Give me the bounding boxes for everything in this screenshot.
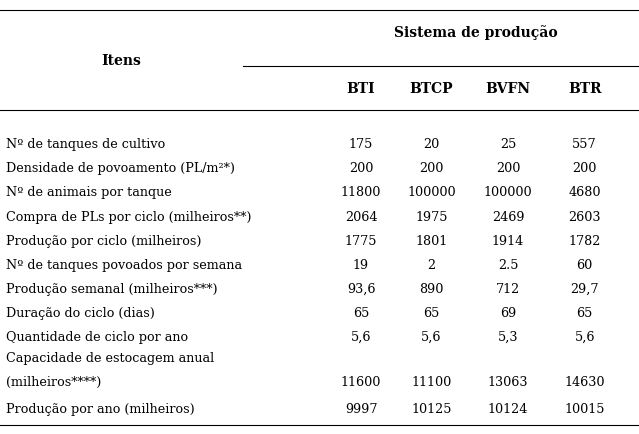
- Text: Duração do ciclo (dias): Duração do ciclo (dias): [6, 306, 155, 319]
- Text: 11600: 11600: [341, 375, 381, 388]
- Text: 93,6: 93,6: [347, 282, 375, 295]
- Text: Nº de tanques povoados por semana: Nº de tanques povoados por semana: [6, 258, 243, 271]
- Text: 60: 60: [576, 258, 593, 271]
- Text: BVFN: BVFN: [486, 82, 530, 96]
- Text: 890: 890: [419, 282, 443, 295]
- Text: 10015: 10015: [564, 402, 605, 415]
- Text: Produção por ano (milheiros): Produção por ano (milheiros): [6, 402, 195, 415]
- Text: 1775: 1775: [345, 234, 377, 247]
- Text: 11100: 11100: [412, 375, 451, 388]
- Text: 712: 712: [496, 282, 520, 295]
- Text: 5,6: 5,6: [574, 330, 595, 343]
- Text: 5,6: 5,6: [351, 330, 371, 343]
- Text: 10125: 10125: [411, 402, 452, 415]
- Text: Produção semanal (milheiros***): Produção semanal (milheiros***): [6, 282, 218, 295]
- Text: 2: 2: [427, 258, 435, 271]
- Text: 5,3: 5,3: [498, 330, 518, 343]
- Text: BTR: BTR: [568, 82, 601, 96]
- Text: Compra de PLs por ciclo (milheiros**): Compra de PLs por ciclo (milheiros**): [6, 210, 252, 223]
- Text: 20: 20: [423, 138, 440, 151]
- Text: 200: 200: [419, 162, 443, 175]
- Text: 9997: 9997: [345, 402, 377, 415]
- Text: 29,7: 29,7: [571, 282, 599, 295]
- Text: Sistema de produção: Sistema de produção: [394, 25, 558, 40]
- Text: 69: 69: [500, 306, 516, 319]
- Text: 100000: 100000: [407, 186, 456, 199]
- Text: 2.5: 2.5: [498, 258, 518, 271]
- Text: Produção por ciclo (milheiros): Produção por ciclo (milheiros): [6, 234, 202, 247]
- Text: 1801: 1801: [415, 234, 447, 247]
- Text: 100000: 100000: [484, 186, 532, 199]
- Text: 200: 200: [349, 162, 373, 175]
- Text: 65: 65: [353, 306, 369, 319]
- Text: Itens: Itens: [102, 54, 141, 68]
- Text: 1975: 1975: [415, 210, 447, 223]
- Text: Capacidade de estocagem anual: Capacidade de estocagem anual: [6, 351, 215, 364]
- Text: 2064: 2064: [345, 210, 377, 223]
- Text: 2603: 2603: [569, 210, 601, 223]
- Text: 13063: 13063: [488, 375, 528, 388]
- Text: Quantidade de ciclo por ano: Quantidade de ciclo por ano: [6, 330, 189, 343]
- Text: 11800: 11800: [341, 186, 381, 199]
- Text: (milheiros****): (milheiros****): [6, 375, 102, 388]
- Text: 175: 175: [349, 138, 373, 151]
- Text: 5,6: 5,6: [421, 330, 442, 343]
- Text: 10124: 10124: [488, 402, 528, 415]
- Text: Nº de animais por tanque: Nº de animais por tanque: [6, 186, 172, 199]
- Text: 14630: 14630: [564, 375, 605, 388]
- Text: BTI: BTI: [347, 82, 375, 96]
- Text: BTCP: BTCP: [410, 82, 453, 96]
- Text: 19: 19: [353, 258, 369, 271]
- Text: 25: 25: [500, 138, 516, 151]
- Text: Nº de tanques de cultivo: Nº de tanques de cultivo: [6, 138, 166, 151]
- Text: 65: 65: [576, 306, 593, 319]
- Text: 4680: 4680: [569, 186, 601, 199]
- Text: Densidade de povoamento (PL/m²*): Densidade de povoamento (PL/m²*): [6, 162, 235, 175]
- Text: 200: 200: [496, 162, 520, 175]
- Text: 1782: 1782: [569, 234, 601, 247]
- Text: 557: 557: [573, 138, 597, 151]
- Text: 2469: 2469: [492, 210, 524, 223]
- Text: 65: 65: [423, 306, 440, 319]
- Text: 1914: 1914: [492, 234, 524, 247]
- Text: 200: 200: [573, 162, 597, 175]
